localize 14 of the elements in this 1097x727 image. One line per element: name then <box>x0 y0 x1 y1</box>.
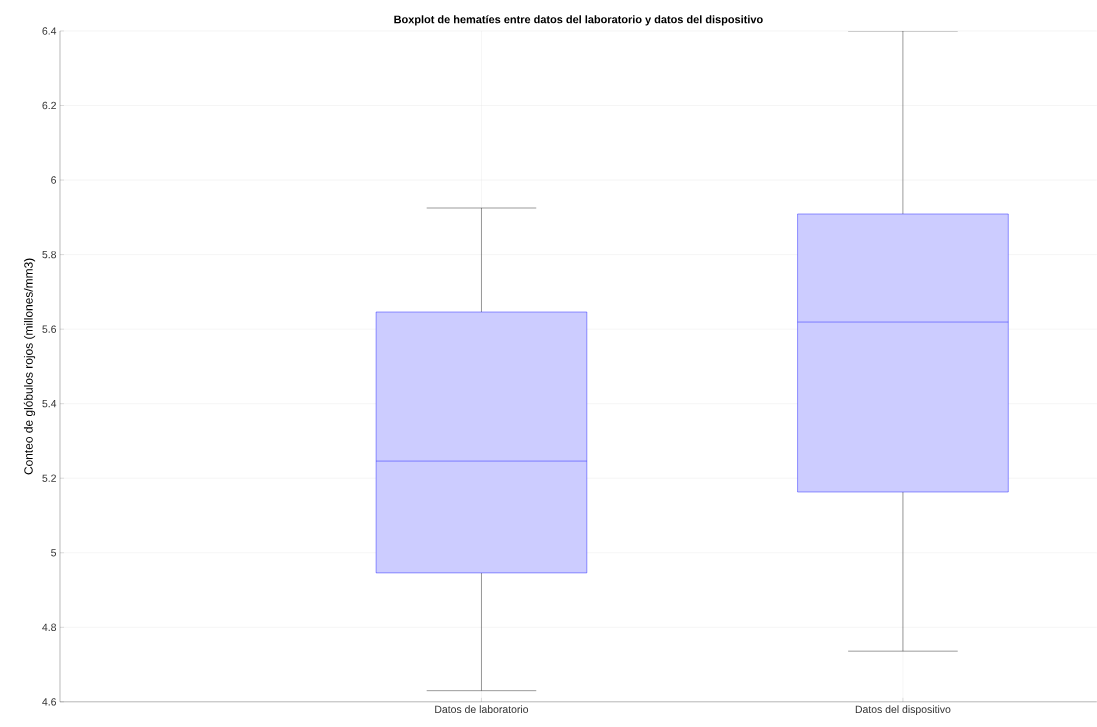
y-tick-label: 4.6 <box>42 698 57 706</box>
y-tick-label: 5 <box>51 549 57 557</box>
y-tick-label: 6.4 <box>42 27 57 35</box>
x-tick-label: Datos de laboratorio <box>435 705 529 714</box>
chart-title: Boxplot de hematíes entre datos del laboratorio y datos del dispositivo <box>394 15 763 26</box>
y-tick-label: 4.8 <box>42 623 57 632</box>
y-tick-label: 6.2 <box>42 101 56 110</box>
y-tick-label: 5.6 <box>42 325 57 333</box>
y-tick-label: 6 <box>51 176 57 184</box>
y-tick-label: 5.2 <box>42 474 56 483</box>
x-tick-label: Datos del dispositivo <box>855 705 951 716</box>
y-tick-label: 5.8 <box>42 250 57 259</box>
y-axis-title: Conteo de glóbulos rojos (millones/mm3) <box>23 258 36 475</box>
y-tick-label: 5.4 <box>42 400 57 408</box>
